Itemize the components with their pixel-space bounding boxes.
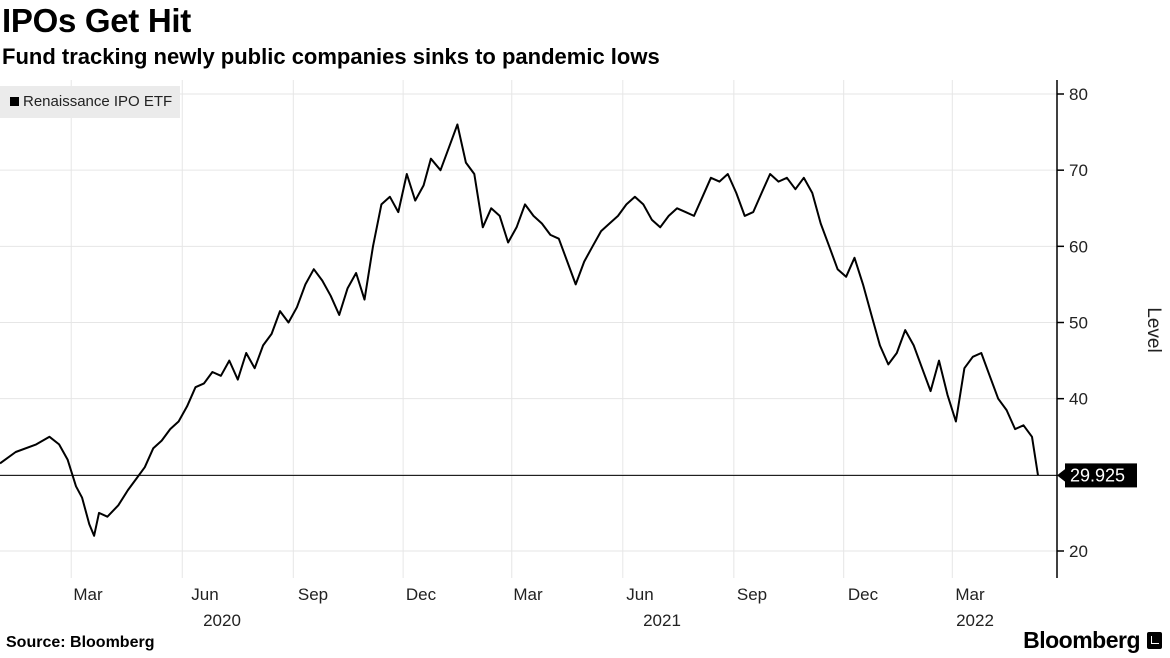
x-tick-label: Sep	[298, 585, 328, 604]
chart-title: IPOs Get Hit	[2, 2, 191, 39]
x-year-label: 2020	[203, 611, 241, 630]
x-tick-label: Jun	[626, 585, 653, 604]
y-tick-label: 20	[1069, 542, 1088, 561]
y-tick-label: 70	[1069, 161, 1088, 180]
y-tick-label: 60	[1069, 237, 1088, 256]
y-tick-label: 80	[1069, 85, 1088, 104]
series-line-renaissance-ipo-etf	[0, 123, 1039, 537]
x-tick-label: Mar	[513, 585, 543, 604]
x-year-label: 2021	[643, 611, 681, 630]
x-tick-label: Dec	[406, 585, 437, 604]
legend-label: Renaissance IPO ETF	[23, 93, 173, 110]
y-axis-title: Level	[1143, 307, 1164, 352]
x-year-label: 2022	[956, 611, 994, 630]
x-tick-label: Mar	[955, 585, 985, 604]
x-tick-label: Dec	[848, 585, 879, 604]
brand-logo: Bloomberg	[1023, 627, 1140, 653]
x-tick-label: Mar	[73, 585, 103, 604]
y-tick-label: 40	[1069, 390, 1088, 409]
chart-subtitle: Fund tracking newly public companies sin…	[2, 44, 660, 69]
legend-swatch	[10, 97, 19, 106]
x-tick-label: Sep	[737, 585, 767, 604]
source-note: Source: Bloomberg	[6, 634, 155, 651]
y-tick-label: 50	[1069, 314, 1088, 333]
terminal-icon	[1147, 632, 1162, 649]
x-tick-label: Jun	[191, 585, 218, 604]
last-value-pointer	[1057, 468, 1066, 483]
chart-legend: Renaissance IPO ETF	[0, 86, 181, 118]
last-value-box	[1065, 463, 1137, 488]
last-value-label: 29.925	[1070, 465, 1125, 485]
